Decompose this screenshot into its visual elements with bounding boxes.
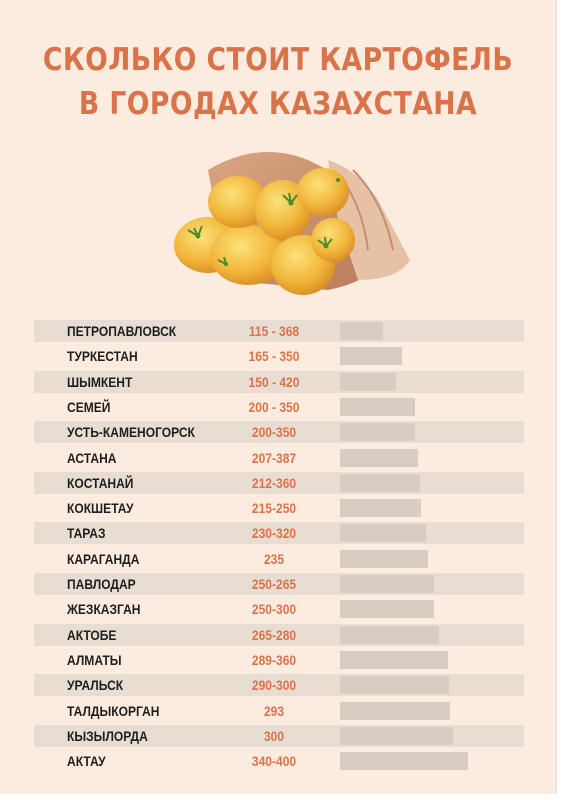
table-row: КЫЗЫЛОРДА 300 (34, 724, 524, 747)
price-bar (340, 499, 421, 518)
city-label: УРАЛЬСК (67, 677, 124, 694)
table-row: УРАЛЬСК 290-300 (34, 674, 524, 697)
price-label: 250-265 (251, 576, 297, 592)
price-bar (340, 752, 468, 771)
table-row: КОКШЕТАУ 215-250 (34, 497, 524, 519)
title-line-1: СКОЛЬКО СТОИТ КАРТОФЕЛЬ (42, 42, 514, 78)
table-row: ТАЛДЫКОРГАН 293 (34, 700, 524, 722)
price-label: 250-300 (251, 601, 297, 618)
price-label: 235 (263, 550, 285, 567)
city-label: ТАРАЗ (67, 525, 106, 542)
table-row: АКТАУ 340-400 (34, 750, 524, 772)
table-row: ТАРАЗ 230-320 (34, 522, 524, 545)
table-row: СЕМЕЙ 200 - 350 (34, 396, 524, 418)
price-bar (340, 524, 427, 543)
infographic-poster: СКОЛЬКО СТОИТ КАРТОФЕЛЬ В ГОРОДАХ КАЗАХС… (0, 0, 557, 794)
city-label: УСТЬ-КАМЕНОГОРСК (67, 424, 195, 441)
price-label: 290-300 (251, 677, 297, 694)
price-bar (340, 726, 453, 745)
table-row: ЖЕЗКАЗГАН 250-300 (34, 598, 524, 620)
title-line-2: В ГОРОДАХ КАЗАХСТАНА (78, 86, 478, 122)
price-label: 212-360 (251, 474, 297, 491)
price-label: 200-350 (251, 424, 297, 441)
price-bar (340, 625, 440, 644)
city-label: СЕМЕЙ (67, 398, 111, 415)
price-label: 150 - 420 (248, 373, 300, 390)
price-bar (340, 549, 429, 568)
price-bar (340, 423, 415, 442)
price-bar (340, 473, 420, 492)
price-label: 300 (263, 727, 285, 744)
price-bar (340, 322, 384, 340)
price-bar (340, 650, 449, 669)
city-label: ТАЛДЫКОРГАН (67, 702, 160, 719)
price-bar (340, 575, 434, 593)
price-label: 265-280 (251, 626, 297, 643)
table-row: КАРАГАНДА 235 (34, 548, 524, 570)
city-label: ПЕТРОПАВЛОВСК (67, 323, 177, 339)
price-label: 340-400 (251, 753, 297, 770)
city-label: КЫЗЫЛОРДА (67, 727, 148, 744)
table-row: АКТОБЕ 265-280 (34, 623, 524, 646)
table-row: ШЫМКЕНТ 150 - 420 (34, 370, 524, 393)
table-row: АЛМАТЫ 289-360 (34, 649, 524, 671)
price-bar (340, 448, 418, 467)
price-label: 200 - 350 (248, 398, 300, 415)
table-row: УСТЬ-КАМЕНОГОРСК 200-350 (34, 421, 524, 444)
price-label: 293 (263, 702, 285, 719)
potato-sack-icon (174, 152, 410, 295)
city-label: КОСТАНАЙ (67, 474, 134, 491)
price-bar (340, 372, 397, 391)
price-bar (340, 701, 450, 720)
price-label: 207-387 (251, 449, 297, 466)
city-label: КОКШЕТАУ (67, 500, 134, 517)
city-label: АКТОБЕ (67, 626, 117, 643)
table-row: КОСТАНАЙ 212-360 (34, 471, 524, 494)
price-label: 289-360 (251, 651, 297, 668)
price-bar (340, 600, 434, 619)
price-label: 215-250 (251, 500, 297, 517)
city-label: ШЫМКЕНТ (67, 373, 133, 390)
price-label: 230-320 (251, 525, 297, 542)
price-label: 165 - 350 (248, 348, 300, 365)
city-label: АСТАНА (67, 449, 117, 466)
table-row: ТУРКЕСТАН 165 - 350 (34, 345, 524, 367)
city-label: КАРАГАНДА (67, 550, 140, 567)
price-label: 115 - 368 (248, 323, 300, 339)
page-title: СКОЛЬКО СТОИТ КАРТОФЕЛЬ В ГОРОДАХ КАЗАХС… (39, 38, 517, 126)
price-bar (340, 347, 402, 366)
table-row: АСТАНА 207-387 (34, 447, 524, 469)
table-row: ПЕТРОПАВЛОВСК 115 - 368 (34, 320, 524, 342)
price-bar (340, 397, 415, 416)
city-label: ТУРКЕСТАН (67, 348, 138, 365)
table-row: ПАВЛОДАР 250-265 (34, 573, 524, 595)
city-label: АЛМАТЫ (67, 651, 122, 668)
city-label: АКТАУ (67, 753, 106, 770)
city-label: ЖЕЗКАЗГАН (67, 601, 141, 618)
price-bar (340, 676, 449, 695)
city-label: ПАВЛОДАР (67, 576, 136, 592)
